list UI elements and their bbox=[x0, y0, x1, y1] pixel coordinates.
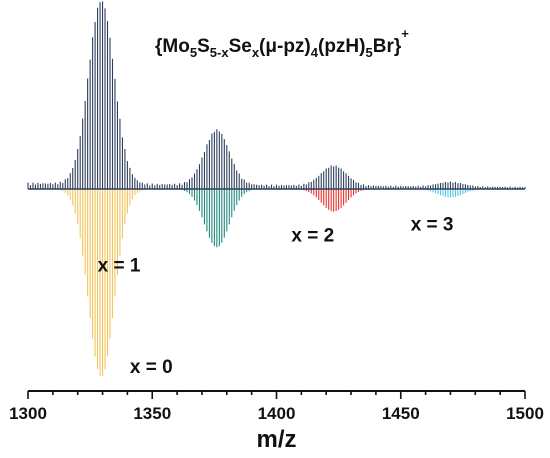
x-tick-label: 1300 bbox=[9, 404, 47, 423]
peak-annotation: x = 1 bbox=[98, 256, 141, 277]
series-simulated-x-2 bbox=[300, 189, 367, 212]
peak-annotation: x = 2 bbox=[291, 226, 334, 247]
x-tick-label: 1350 bbox=[133, 404, 171, 423]
peak-annotation: x = 3 bbox=[411, 214, 454, 235]
peak-annotations: x = 0 x = 1 x = 2 x = 3 bbox=[98, 214, 454, 378]
title-part: S bbox=[197, 36, 210, 57]
title-part: Se bbox=[229, 36, 252, 57]
title-part: (pzH) bbox=[318, 36, 365, 57]
peak-annotation: x = 0 bbox=[130, 357, 173, 378]
series-experimental bbox=[27, 1, 526, 189]
x-tick-label: 1500 bbox=[506, 404, 544, 423]
title-part: 5 bbox=[365, 45, 372, 60]
spectrum-bars bbox=[27, 1, 526, 377]
title-part: Br} bbox=[373, 36, 402, 57]
x-tick-label: 1400 bbox=[258, 404, 296, 423]
title-part: x bbox=[252, 45, 260, 60]
x-axis-title: m/z bbox=[256, 426, 296, 453]
title-part: { bbox=[155, 36, 162, 57]
chart-title: {Mo5S5-xSex(μ-pz)4(pzH)5Br}+ bbox=[155, 26, 409, 60]
title-part: 5 bbox=[190, 45, 197, 60]
title-part: (μ-pz) bbox=[259, 36, 311, 57]
x-tick-label: 1450 bbox=[382, 404, 420, 423]
title-part: + bbox=[401, 26, 409, 41]
title-part: 5-x bbox=[210, 45, 230, 60]
title-part: 4 bbox=[311, 45, 319, 60]
series-simulated-x-1 bbox=[179, 189, 255, 248]
title-part: Mo bbox=[162, 36, 189, 57]
chart-title-text: {Mo5S5-xSex(μ-pz)4(pzH)5Br}+ bbox=[155, 26, 409, 60]
series-simulated-x-0 bbox=[57, 189, 146, 377]
series-simulated-x-3 bbox=[422, 189, 479, 198]
x-axis-ticks: 1300 1350 1400 1450 1500 bbox=[9, 391, 544, 423]
